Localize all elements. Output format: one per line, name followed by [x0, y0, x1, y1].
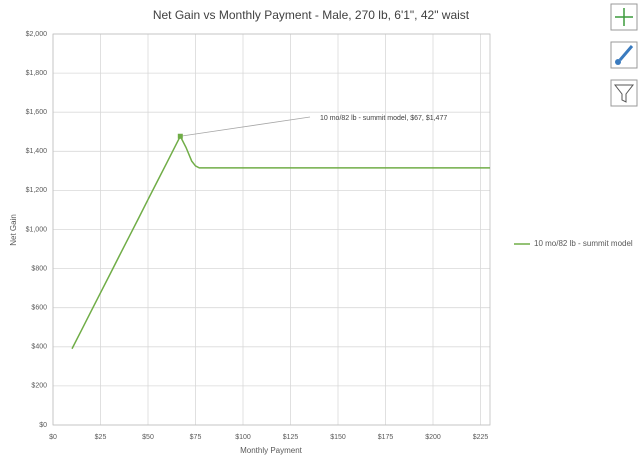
- series-line: [71, 134, 490, 350]
- plot: $0 $200 $400 $600 $800 $1,000 $1,200 $1,400 $1,6…: [26, 31, 491, 441]
- x-tick-label: $150: [330, 434, 346, 441]
- x-axis-title: Monthly Payment: [240, 446, 303, 455]
- y-tick-label: $200: [31, 383, 47, 390]
- legend-label: 10 mo/82 lb - summit model: [534, 239, 633, 248]
- x-tick-label: $125: [283, 434, 299, 441]
- y-tick-label: $400: [31, 344, 47, 351]
- x-tick-label: $200: [425, 434, 441, 441]
- y-axis-title: Net Gain: [9, 214, 18, 246]
- style-button[interactable]: [610, 41, 638, 69]
- highlight-point: [177, 133, 183, 139]
- y-tick-label: $0: [39, 422, 47, 429]
- x-tick-label: $75: [190, 434, 202, 441]
- y-tick-label: $1,200: [26, 187, 48, 194]
- chart-title: Net Gain vs Monthly Payment - Male, 270 …: [153, 8, 470, 22]
- x-tick-label: $0: [49, 434, 57, 441]
- x-tick-label: $225: [473, 434, 489, 441]
- add-element-button[interactable]: [610, 3, 638, 31]
- x-tick-label: $100: [235, 434, 251, 441]
- filter-button[interactable]: [610, 79, 638, 107]
- annotation-leader: [180, 116, 311, 137]
- y-tick-label: $1,600: [26, 109, 48, 116]
- y-tick-label: $600: [31, 305, 47, 312]
- x-tick-label: $25: [95, 434, 107, 441]
- x-tick-label: $50: [142, 434, 154, 441]
- y-tick-label: $2,000: [26, 31, 48, 38]
- x-tick-label: $175: [378, 434, 394, 441]
- y-tick-label: $1,400: [26, 148, 48, 155]
- annotation: 10 mo/82 lb - summit model, $67, $1,477: [320, 115, 447, 122]
- y-tick-label: $800: [31, 265, 47, 272]
- y-tick-label: $1,000: [26, 226, 48, 233]
- plot-border: [52, 33, 491, 426]
- y-tick-label: $1,800: [26, 70, 48, 77]
